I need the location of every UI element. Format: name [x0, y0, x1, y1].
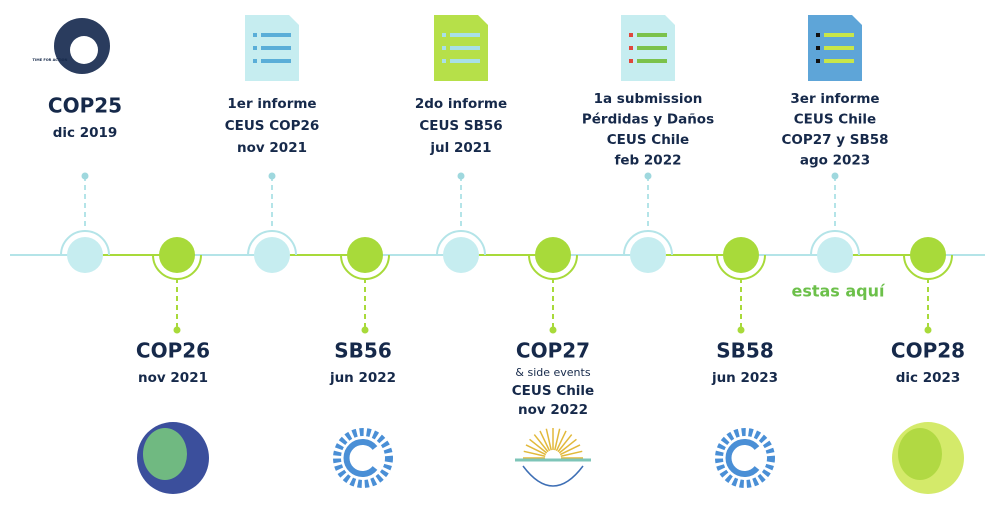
doc-bar [261, 33, 291, 37]
doc-bar [637, 46, 667, 50]
doc-bar [824, 33, 854, 37]
logo-inner [70, 36, 98, 64]
event-text: CEUS SB56 [419, 118, 502, 134]
connector-dot [269, 173, 276, 180]
timeline: COP25 dic 2019 TIME FOR ACTION 1er informe C… [0, 0, 988, 507]
event-text: CEUS COP26 [225, 118, 320, 134]
event-text: dic 2019 [53, 125, 118, 141]
doc-bullet [816, 46, 820, 50]
connector-dot [925, 327, 932, 334]
doc-bullet [629, 59, 633, 63]
node [723, 237, 759, 273]
node [159, 237, 195, 273]
connector-dot [174, 327, 181, 334]
event-text: nov 2022 [518, 402, 588, 418]
connector-dot [82, 173, 89, 180]
connector-dot [645, 173, 652, 180]
globe-land [143, 428, 187, 480]
event-text: CEUS Chile [512, 383, 594, 399]
doc-bullet [442, 46, 446, 50]
node [67, 237, 103, 273]
event-text: CEUS Chile [607, 132, 689, 148]
event-title: SB56 [334, 339, 391, 363]
event-text: nov 2021 [138, 370, 208, 386]
doc-bullet [629, 46, 633, 50]
node [535, 237, 571, 273]
doc-bar [450, 59, 480, 63]
doc-bar [261, 46, 291, 50]
current-marker: estas aquí [791, 282, 886, 301]
connector-dot [738, 327, 745, 334]
event-title: COP26 [136, 339, 210, 363]
connector-dot [458, 173, 465, 180]
connector-dot [832, 173, 839, 180]
doc-bullet [816, 33, 820, 37]
event-text: 3er informe [790, 91, 879, 107]
doc-bullet [253, 59, 257, 63]
un-logo-c [729, 442, 757, 474]
event-text: CEUS Chile [794, 112, 876, 128]
event-title: COP27 [516, 339, 590, 363]
doc-bullet [816, 59, 820, 63]
doc-bar [824, 46, 854, 50]
globe-land [898, 428, 942, 480]
event-title: COP25 [48, 94, 122, 118]
event-text: 1a submission [594, 91, 703, 107]
node [817, 237, 853, 273]
node [254, 237, 290, 273]
node [347, 237, 383, 273]
event-text: 2do informe [415, 96, 507, 112]
doc-bullet [629, 33, 633, 37]
roots [523, 466, 583, 486]
doc-bar [450, 46, 480, 50]
doc-bullet [253, 33, 257, 37]
doc-bar [450, 33, 480, 37]
doc-bar [637, 33, 667, 37]
event-text: feb 2022 [615, 153, 682, 169]
event-text: Pérdidas y Daños [582, 112, 714, 128]
node [443, 237, 479, 273]
event-text: jun 2022 [329, 370, 396, 386]
doc-bar [824, 59, 854, 63]
node [630, 237, 666, 273]
doc-bullet [442, 33, 446, 37]
event-note: & side events [515, 366, 590, 379]
event-title: COP28 [891, 339, 965, 363]
event-text: COP27 y SB58 [781, 132, 888, 148]
event-text: ago 2023 [800, 153, 870, 169]
event-text: nov 2021 [237, 140, 307, 156]
content: COP25 dic 2019 TIME FOR ACTION 1er informe C… [10, 15, 985, 494]
node [910, 237, 946, 273]
un-logo-c [347, 442, 375, 474]
event-text: jul 2021 [429, 140, 491, 156]
connector-dot [362, 327, 369, 334]
event-text: jun 2023 [711, 370, 778, 386]
logo-text: TIME FOR ACTION [33, 58, 68, 62]
doc-bar [261, 59, 291, 63]
doc-bullet [442, 59, 446, 63]
doc-bar [637, 59, 667, 63]
event-text: 1er informe [227, 96, 316, 112]
doc-bullet [253, 46, 257, 50]
event-text: dic 2023 [896, 370, 961, 386]
event-title: SB58 [716, 339, 773, 363]
connector-dot [550, 327, 557, 334]
